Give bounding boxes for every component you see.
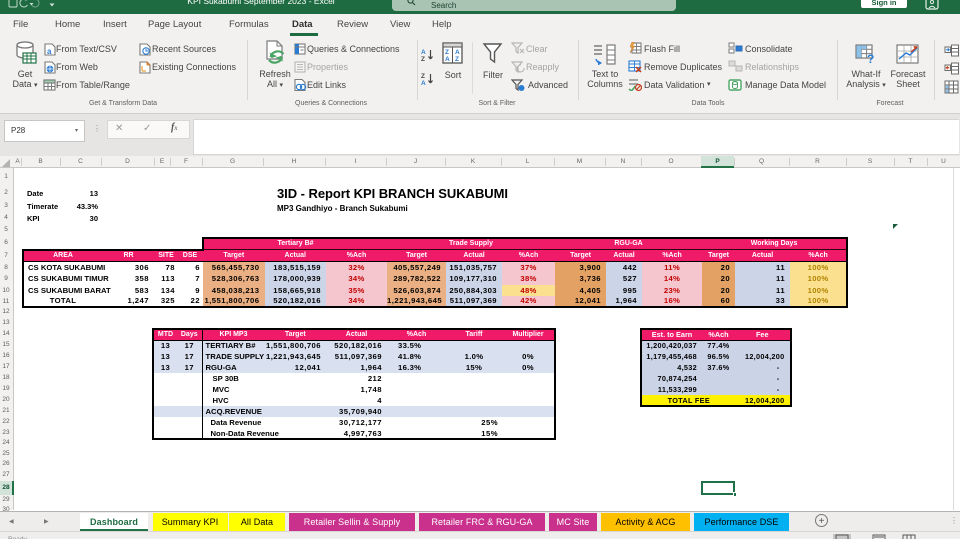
- svg-text:A: A: [421, 80, 426, 85]
- svg-text:Z: Z: [421, 56, 425, 61]
- svg-text:Z: Z: [455, 56, 459, 63]
- svg-text:Z: Z: [445, 49, 449, 56]
- svg-text:Z: Z: [421, 73, 425, 80]
- svg-text:a: a: [47, 47, 52, 56]
- svg-text:A: A: [445, 56, 450, 63]
- svg-text:?: ?: [867, 52, 874, 65]
- svg-text:A: A: [421, 49, 426, 56]
- svg-text:A: A: [455, 49, 460, 56]
